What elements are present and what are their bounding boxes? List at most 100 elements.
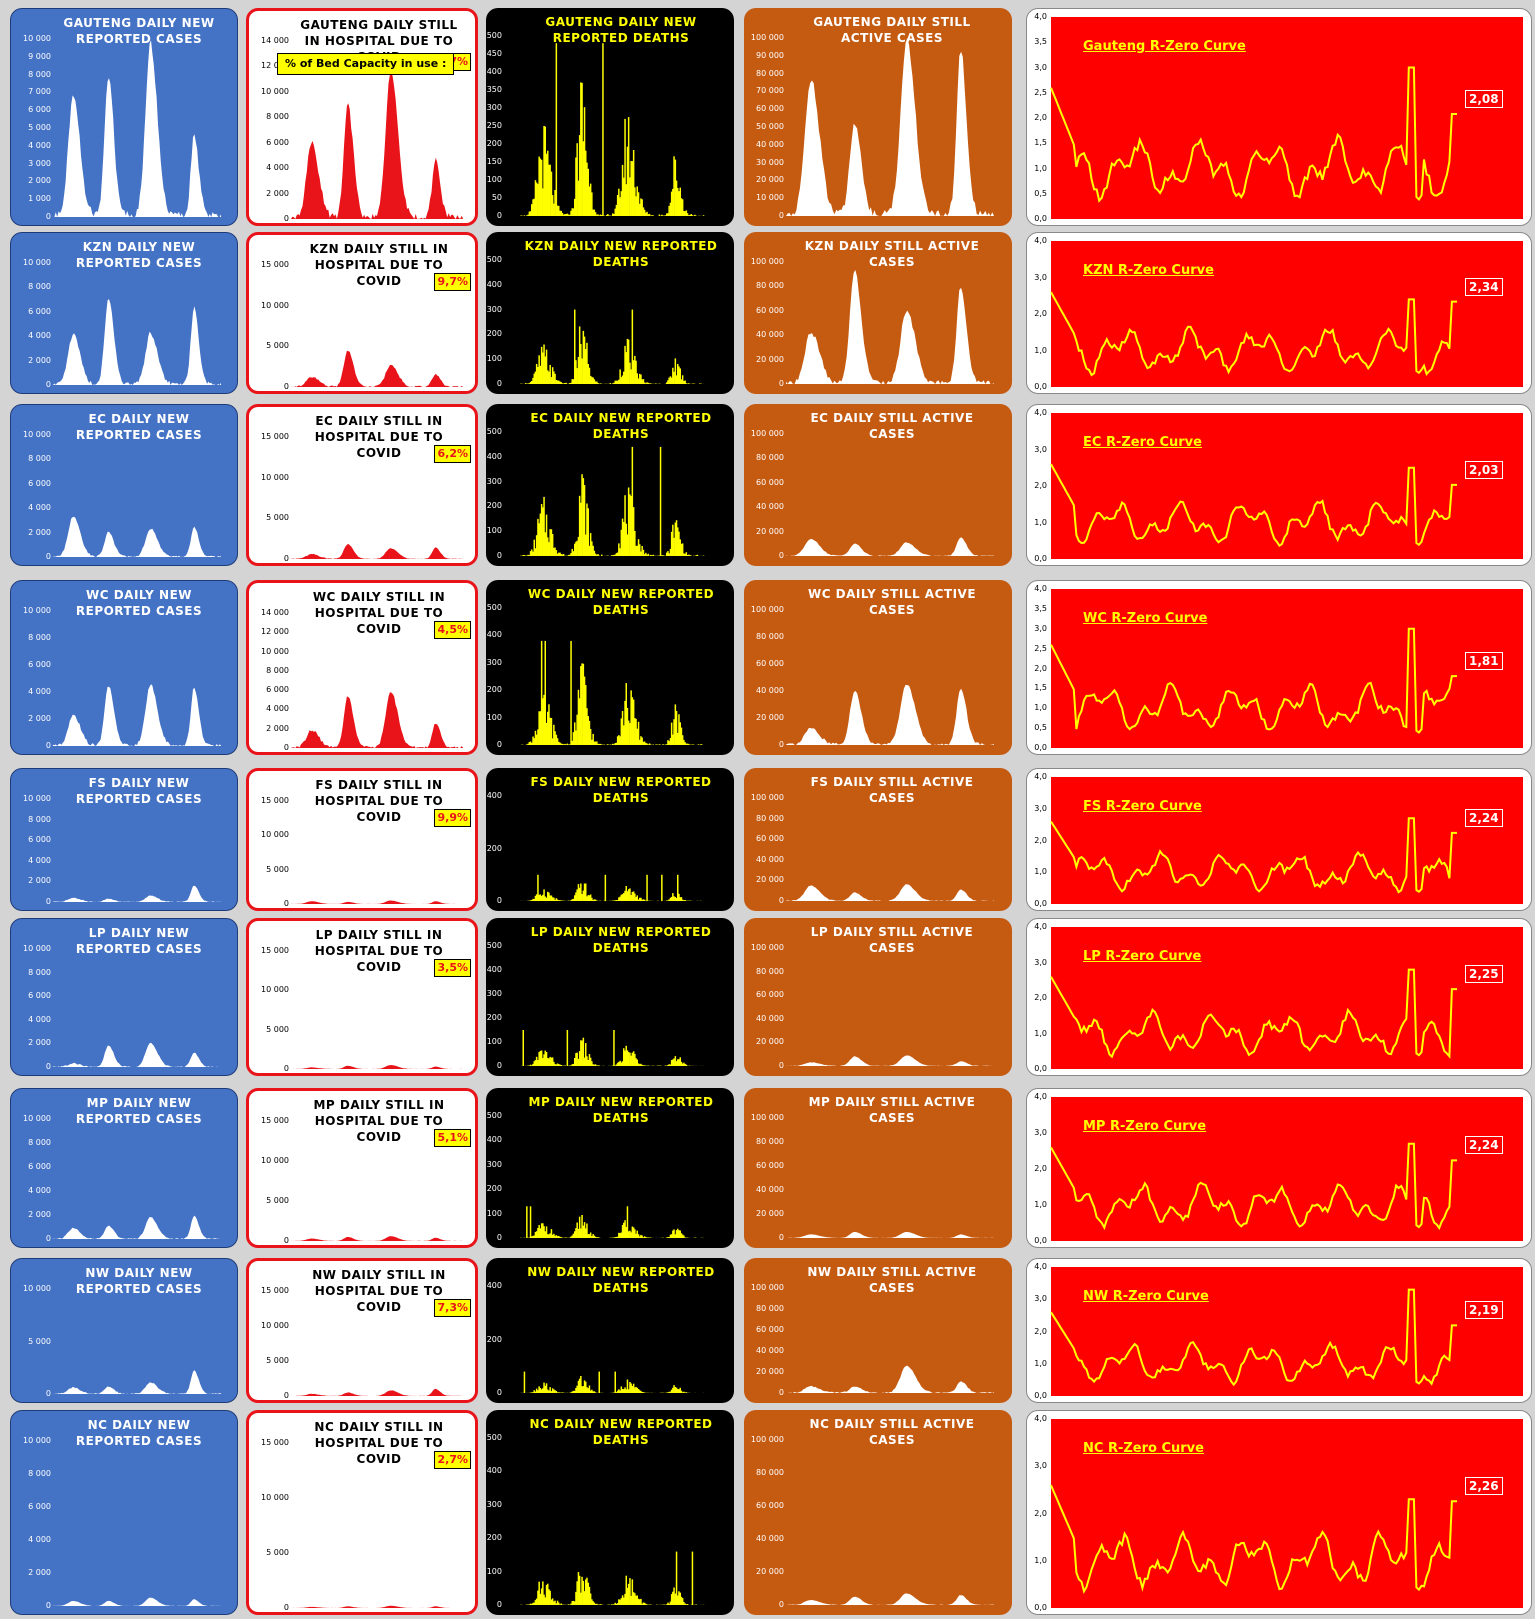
deaths-bar xyxy=(643,382,646,384)
deaths-bar xyxy=(543,1054,545,1066)
deaths-bar xyxy=(532,1392,534,1393)
deaths-bar xyxy=(591,192,593,216)
y-tick-label: 300 xyxy=(486,1499,502,1509)
cases-chart xyxy=(53,516,221,557)
deaths-bar xyxy=(593,550,596,556)
y-tick-label: 2 000 xyxy=(28,714,51,723)
y-tick-label: 10 000 xyxy=(23,1436,51,1445)
deaths-bar xyxy=(581,82,583,217)
deaths-bar xyxy=(626,146,629,216)
deaths-bar xyxy=(616,1390,619,1393)
deaths-bar xyxy=(547,1583,549,1605)
deaths-bar xyxy=(673,719,675,745)
deaths-bar xyxy=(570,210,572,216)
active-title: NC DAILY STILL ACTIVE CASES xyxy=(809,1417,975,1447)
y-tick-label: 200 xyxy=(486,685,502,695)
deaths-bar xyxy=(560,1603,562,1605)
deaths-bar xyxy=(597,1237,599,1238)
deaths-bar xyxy=(616,195,619,216)
y-tick-label: 2,0 xyxy=(1034,1508,1047,1518)
deaths-bar xyxy=(621,1389,624,1393)
y-tick-label: 4 000 xyxy=(28,855,51,865)
deaths-bar xyxy=(631,1579,634,1605)
y-tick-label: 10 000 xyxy=(23,1114,51,1123)
active-area-series xyxy=(786,1365,994,1393)
deaths-bar xyxy=(650,215,652,216)
deaths-bar xyxy=(688,215,690,216)
deaths-bar xyxy=(636,728,638,745)
deaths-bar xyxy=(574,722,576,745)
hospital-panel-row-8: NC DAILY STILL IN HOSPITAL DUE TO COVID 1… xyxy=(246,1410,478,1615)
deaths-bar xyxy=(548,1058,550,1066)
deaths-bar xyxy=(564,743,566,745)
deaths-bar xyxy=(549,1056,551,1066)
deaths-bar xyxy=(593,1235,596,1238)
y-tick-label: 2,0 xyxy=(1034,113,1047,122)
deaths-bar xyxy=(675,180,678,216)
deaths-bar xyxy=(635,1233,637,1238)
deaths-bar xyxy=(672,524,674,556)
deaths-bar xyxy=(532,551,534,556)
deaths-bar xyxy=(549,717,551,745)
deaths-bar xyxy=(582,141,585,216)
y-tick-label: 2,0 xyxy=(1034,481,1047,490)
deaths-bar xyxy=(559,210,561,216)
deaths-bar xyxy=(672,893,674,901)
deaths-bar xyxy=(553,547,555,556)
deaths-bar xyxy=(548,892,550,901)
deaths-bar xyxy=(670,377,673,384)
deaths-bar xyxy=(534,1600,537,1605)
deaths-bar xyxy=(564,214,566,216)
y-tick-label: 20 000 xyxy=(756,354,784,364)
hospital-title: LP DAILY STILL IN HOSPITAL DUE TO COVID xyxy=(314,928,444,974)
deaths-bar xyxy=(532,199,534,216)
deaths-bar xyxy=(624,1593,626,1605)
deaths-panel-row-6: MP DAILY NEW REPORTED DEATHS 500 400 300 200… xyxy=(486,1088,734,1248)
deaths-bar xyxy=(666,552,668,556)
deaths-bar xyxy=(670,1594,673,1605)
deaths-bar xyxy=(565,1237,567,1238)
deaths-bar xyxy=(537,1227,539,1238)
deaths-bar xyxy=(561,554,564,556)
deaths-bar xyxy=(575,157,577,216)
deaths-bar xyxy=(562,383,565,384)
deaths-bar xyxy=(587,1060,589,1066)
deaths-bar xyxy=(588,1054,591,1066)
deaths-panel-row-2: EC DAILY NEW REPORTED DEATHS 500 400 300 200… xyxy=(486,404,734,566)
deaths-bar xyxy=(645,552,647,556)
y-tick-label: 10 000 xyxy=(261,300,289,310)
r-zero-plot-area xyxy=(1051,241,1523,387)
y-tick-label: 4 000 xyxy=(28,1186,51,1195)
y-tick-label: 400 xyxy=(486,1135,502,1145)
deaths-bar xyxy=(594,1064,597,1066)
y-tick-label: 0 xyxy=(778,1600,784,1609)
cases-chart xyxy=(53,1042,221,1067)
deaths-bar xyxy=(523,215,526,216)
deaths-bar xyxy=(688,554,690,556)
y-tick-label: 0,0 xyxy=(1034,214,1047,223)
deaths-bar xyxy=(641,379,643,384)
y-tick-label: 6 000 xyxy=(28,105,51,115)
y-tick-label: 6 000 xyxy=(266,137,289,147)
deaths-bar xyxy=(643,1236,646,1238)
deaths-bar xyxy=(669,202,672,216)
deaths-bar xyxy=(680,379,683,384)
deaths-bar xyxy=(577,180,580,216)
deaths-bar xyxy=(558,1064,560,1066)
deaths-bar xyxy=(560,1065,562,1066)
deaths-bar xyxy=(674,1387,677,1393)
deaths-bar xyxy=(532,377,534,384)
deaths-bar xyxy=(591,897,593,901)
deaths-bar xyxy=(668,1603,670,1605)
y-tick-label: 0 xyxy=(45,741,51,750)
y-tick-label: 100 000 xyxy=(750,793,784,802)
r-zero-title: FS R-Zero Curve xyxy=(1083,799,1202,814)
y-tick-label: 3,0 xyxy=(1034,1294,1047,1304)
deaths-bar xyxy=(678,714,680,745)
deaths-bar xyxy=(670,1234,673,1238)
deaths-bar xyxy=(684,211,686,216)
y-tick-label: 9 000 xyxy=(28,51,51,61)
bed-capacity-badge: 9,7% xyxy=(434,273,471,291)
deaths-bar xyxy=(645,1603,647,1605)
deaths-bar xyxy=(588,720,591,745)
